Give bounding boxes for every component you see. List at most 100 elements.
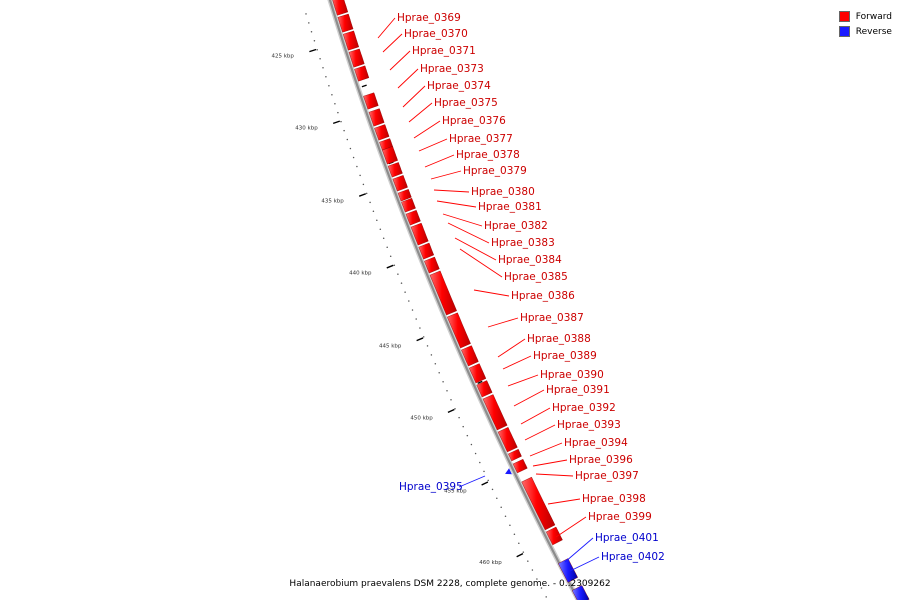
gene-label-hprae_0387: Hprae_0387 bbox=[520, 312, 584, 324]
tick-label: 445 kbp bbox=[379, 344, 402, 350]
scale-dot bbox=[527, 560, 529, 562]
gene-label-hprae_0377: Hprae_0377 bbox=[449, 133, 513, 145]
gene-label-hprae_0374: Hprae_0374 bbox=[427, 80, 491, 92]
gene-label-hprae_0376: Hprae_0376 bbox=[442, 115, 506, 127]
gene-features bbox=[332, 0, 590, 600]
minor-tick bbox=[477, 380, 483, 384]
scale-tick bbox=[416, 337, 424, 342]
backbone-line bbox=[328, 0, 580, 600]
reverse-gene-block bbox=[505, 468, 512, 475]
scale-dot bbox=[496, 497, 498, 500]
legend: Forward Reverse bbox=[838, 9, 892, 39]
forward-gene-block bbox=[512, 458, 528, 474]
scale-dot bbox=[408, 300, 410, 302]
connector-hprae_0381 bbox=[436, 200, 477, 208]
scale-dot bbox=[450, 398, 452, 401]
scale-dot bbox=[466, 434, 469, 437]
connector-hprae_0399 bbox=[555, 516, 587, 538]
gene-label-hprae_0402: Hprae_0402 bbox=[601, 551, 665, 563]
gene-label-hprae_0378: Hprae_0378 bbox=[456, 149, 520, 161]
scale-dot bbox=[474, 452, 477, 455]
reverse-swatch bbox=[838, 26, 850, 37]
connector-hprae_0397 bbox=[535, 473, 574, 477]
scale-dot bbox=[343, 129, 345, 132]
minor-tick bbox=[361, 84, 367, 88]
reverse-gene-block bbox=[557, 558, 578, 583]
reverse-gene-block bbox=[571, 585, 590, 600]
connector-hprae_0401 bbox=[564, 537, 594, 563]
scale-dot bbox=[308, 22, 310, 24]
gene-label-hprae_0390: Hprae_0390 bbox=[540, 369, 604, 381]
gene-label-hprae_0386: Hprae_0386 bbox=[511, 290, 575, 302]
scale-tick bbox=[332, 120, 341, 125]
scale-dot bbox=[522, 551, 525, 553]
gene-label-hprae_0392: Hprae_0392 bbox=[552, 402, 616, 414]
gene-label-hprae_0382: Hprae_0382 bbox=[484, 220, 548, 232]
scale-dot bbox=[346, 138, 349, 141]
connector-hprae_0384 bbox=[454, 237, 497, 261]
scale-dot bbox=[362, 183, 365, 186]
connector-hprae_0398 bbox=[547, 498, 581, 505]
forward-gene-block bbox=[410, 222, 429, 246]
tick-label: 455 kbp bbox=[444, 488, 467, 494]
legend-reverse: Reverse bbox=[838, 24, 892, 39]
gene-label-hprae_0381: Hprae_0381 bbox=[478, 201, 542, 213]
connector-hprae_0377 bbox=[418, 138, 448, 152]
connector-hprae_0385 bbox=[459, 248, 503, 278]
forward-gene-block bbox=[469, 363, 487, 384]
scale-dot bbox=[310, 31, 313, 33]
tick-label: 430 kbp bbox=[295, 126, 318, 132]
scale-dot bbox=[509, 524, 511, 526]
gene-label-hprae_0394: Hprae_0394 bbox=[564, 437, 628, 449]
scale-dot bbox=[305, 13, 307, 15]
legend-forward-label: Forward bbox=[855, 11, 892, 22]
connector-hprae_0389 bbox=[502, 355, 532, 370]
scale-tick bbox=[309, 48, 317, 53]
gene-label-hprae_0397: Hprae_0397 bbox=[575, 470, 639, 482]
gene-label-hprae_0385: Hprae_0385 bbox=[504, 271, 568, 283]
gene-label-hprae_0396: Hprae_0396 bbox=[569, 454, 633, 466]
connector-hprae_0369 bbox=[377, 17, 396, 39]
scale-dot bbox=[334, 102, 336, 105]
gene-label-hprae_0379: Hprae_0379 bbox=[463, 165, 527, 177]
forward-gene-block bbox=[387, 162, 403, 178]
gene-label-hprae_0384: Hprae_0384 bbox=[498, 254, 562, 266]
gene-label-hprae_0371: Hprae_0371 bbox=[412, 45, 476, 57]
connector-hprae_0382 bbox=[442, 213, 483, 227]
connector-hprae_0374 bbox=[402, 85, 426, 108]
scale-dot bbox=[458, 416, 460, 419]
scale-tick bbox=[358, 193, 367, 197]
connector-hprae_0376 bbox=[413, 120, 441, 139]
scale-tick bbox=[447, 408, 455, 413]
scale-dot bbox=[349, 147, 352, 150]
scale-dot bbox=[513, 533, 516, 535]
forward-gene-block bbox=[405, 209, 421, 226]
scale-dot bbox=[316, 49, 318, 51]
connector-hprae_0394 bbox=[529, 442, 563, 457]
scale-tick bbox=[386, 264, 394, 269]
forward-gene-block bbox=[397, 189, 412, 202]
scale-dot bbox=[419, 327, 421, 329]
forward-gene-block bbox=[368, 108, 385, 127]
scale-dots bbox=[305, 13, 547, 598]
forward-gene-block bbox=[424, 256, 440, 274]
connector-hprae_0380 bbox=[433, 189, 470, 193]
connector-hprae_0392 bbox=[520, 407, 551, 425]
scale-dot bbox=[376, 219, 378, 222]
forward-swatch bbox=[838, 11, 850, 22]
scale-dot bbox=[397, 273, 399, 275]
scale-dot bbox=[531, 569, 534, 571]
scale-dot bbox=[325, 75, 327, 78]
scale-dot bbox=[504, 515, 507, 518]
forward-gene-block bbox=[508, 448, 522, 462]
forward-gene-block bbox=[482, 394, 508, 431]
tick-label: 425 kbp bbox=[271, 54, 294, 60]
scale-dot bbox=[331, 93, 333, 96]
scale-dot bbox=[389, 255, 392, 257]
legend-reverse-label: Reverse bbox=[855, 26, 892, 37]
connector-hprae_0370 bbox=[382, 33, 403, 53]
scale-dot bbox=[491, 488, 494, 491]
scale-dot bbox=[382, 237, 385, 240]
scale-dot bbox=[470, 443, 473, 446]
